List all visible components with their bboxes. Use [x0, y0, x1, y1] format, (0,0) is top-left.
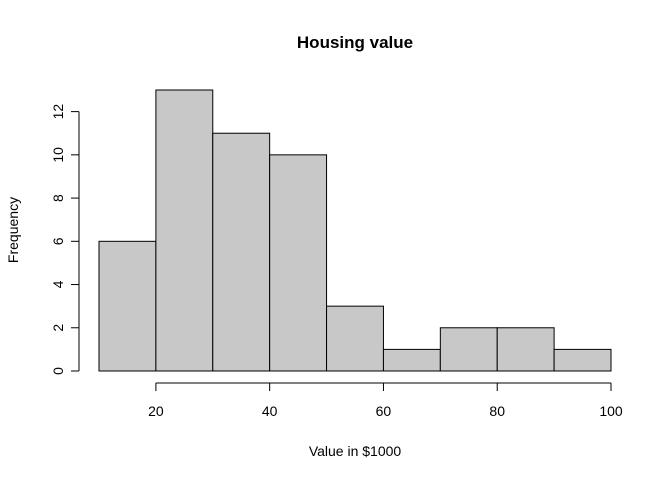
y-tick-label-8: 8 — [50, 194, 66, 202]
histogram-bar-30-40 — [212, 132, 271, 372]
histogram-bar-20-30 — [155, 89, 214, 372]
x-axis: 20 40 60 80 100 — [148, 382, 623, 419]
x-tick-label-80: 80 — [489, 403, 505, 419]
y-tick-label-2: 2 — [50, 324, 66, 332]
y-tick-label-0: 0 — [50, 367, 66, 375]
histogram-bar-50-60 — [326, 305, 384, 372]
histogram-bar-80-90 — [496, 327, 555, 372]
y-axis: 0 2 4 6 8 10 12 — [50, 104, 80, 375]
histogram-bar-10-20 — [98, 240, 157, 372]
histogram-bar-40-50 — [269, 154, 328, 372]
x-tick-label-100: 100 — [599, 403, 623, 419]
y-tick-label-12: 12 — [50, 104, 66, 120]
x-tick-label-40: 40 — [262, 403, 278, 419]
histogram-bar-70-80 — [439, 327, 498, 372]
x-axis-title: Value in $1000 — [309, 443, 402, 459]
y-tick-label-4: 4 — [50, 280, 66, 288]
y-tick-label-6: 6 — [50, 237, 66, 245]
y-tick-label-10: 10 — [50, 147, 66, 163]
y-axis-title: Frequency — [5, 197, 21, 263]
x-tick-label-60: 60 — [376, 403, 392, 419]
chart-title: Housing value — [297, 33, 413, 52]
histogram-bar-90-100 — [553, 348, 612, 372]
x-tick-label-20: 20 — [148, 403, 164, 419]
histogram-bar-60-70 — [382, 348, 441, 372]
bars-group — [98, 89, 612, 372]
